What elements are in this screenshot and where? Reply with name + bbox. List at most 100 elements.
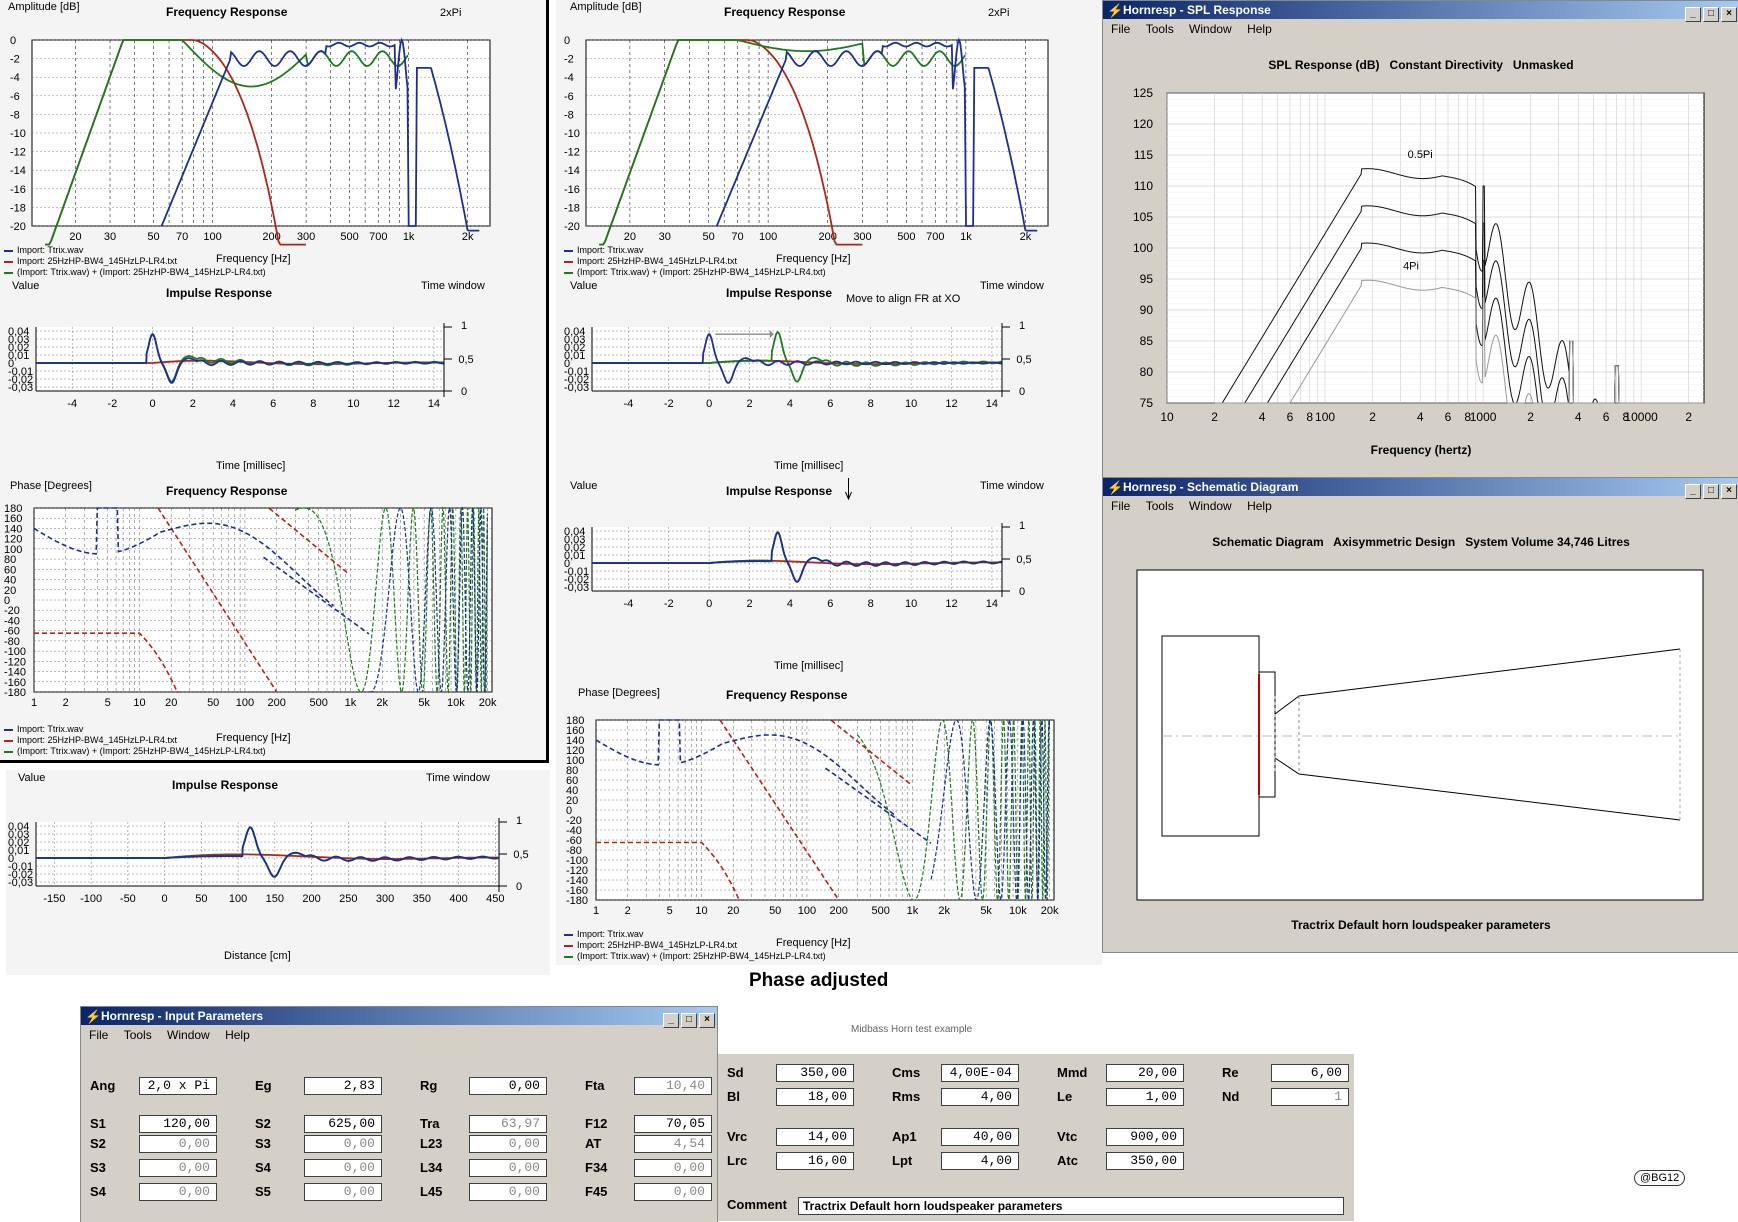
y-tick-label: -160 [566,885,588,897]
imp-left-title: Impulse Response [166,286,273,300]
schematic-window[interactable]: ⚡ Hornresp - Schematic Diagram _ □ × File … [1102,477,1738,953]
param-field-atc[interactable]: 350,00 [1106,1152,1184,1170]
menu-tools[interactable]: Tools [123,1028,152,1042]
tweeter-impulse-line [592,531,1002,583]
param-field-vtc[interactable]: 900,00 [1106,1128,1184,1146]
x-tick-label: 2 [625,905,631,917]
x-tick-label: 0 [162,893,168,905]
y-tick-label: 80 [566,765,578,777]
param-label-re: Re [1222,1065,1239,1080]
menu-help[interactable]: Help [225,1028,250,1042]
param-field-ang[interactable]: 2,0 x Pi [139,1077,217,1095]
x-tick-label: 4 [787,598,793,610]
x-tick-label: 6 [827,398,833,410]
menu-tools[interactable]: Tools [1145,499,1174,513]
param-field-le[interactable]: 1,00 [1106,1088,1184,1106]
x-tick-label: 2 [190,398,196,410]
menu-window[interactable]: Window [1189,22,1232,36]
param-field-re[interactable]: 6,00 [1271,1064,1349,1082]
comment-label: Comment [727,1197,787,1212]
schematic-window-titlebar[interactable]: ⚡ Hornresp - Schematic Diagram _ □ × [1103,478,1738,499]
param-field-lrc[interactable]: 16,00 [776,1152,854,1170]
param-field-s2: 0,00 [139,1135,217,1153]
param-label-s2: S2 [90,1136,106,1151]
y-tick-label: 180 [566,715,584,727]
minimize-button[interactable]: _ [1685,484,1701,499]
y-tick-label: 125 [1133,86,1153,100]
x-tick-label: 500 [871,905,889,917]
imp-dist-note: Time window [426,772,490,784]
menu-window[interactable]: Window [167,1028,210,1042]
param-field-cms[interactable]: 4,00E-04 [941,1064,1019,1082]
maximize-button[interactable]: □ [681,1013,697,1028]
input-parameters-window[interactable]: ⚡ Hornresp - Input Parameters _ □ × File T… [80,1006,718,1222]
param-label-ang: Ang [90,1078,116,1093]
param-field-rms[interactable]: 4,00 [941,1088,1019,1106]
menu-help[interactable]: Help [1247,22,1272,36]
maximize-button[interactable]: □ [1703,7,1719,22]
spl-window-title: Hornresp - SPL Response [1123,3,1271,17]
spl-response-window[interactable]: ⚡ Hornresp - SPL Response _ □ × File Tools… [1102,0,1738,479]
y-tick-label: -0,01 [564,566,589,578]
maximize-button[interactable]: □ [1703,484,1719,499]
y-tick-label: -14 [564,165,580,177]
param-field-s2[interactable]: 625,00 [304,1115,382,1133]
y-tick-label: 160 [4,513,22,525]
plot-area [592,327,1002,391]
param-field-lpt[interactable]: 4,00 [941,1152,1019,1170]
x-tick-label: 10 [1160,410,1174,424]
menu-help[interactable]: Help [1247,499,1272,513]
x-tick-label: 0 [706,598,712,610]
close-button[interactable]: × [699,1013,715,1028]
x-tick-label: 300 [376,893,394,905]
close-button[interactable]: × [1721,7,1737,22]
minimize-button[interactable]: _ [1685,7,1701,22]
menu-window[interactable]: Window [1189,499,1232,513]
y-tick-label: 0,02 [564,342,585,354]
tweeter-impulse-line [592,333,1002,384]
param-field-s1[interactable]: 120,00 [139,1115,217,1133]
x-tick-label: 30 [659,231,671,243]
menu-file[interactable]: File [89,1028,109,1042]
y-tick-label: 0,03 [8,829,29,841]
menu-file[interactable]: File [1111,22,1131,36]
menu-file[interactable]: File [1111,499,1131,513]
param-field-vrc[interactable]: 14,00 [776,1128,854,1146]
menu-tools[interactable]: Tools [1145,22,1174,36]
param-field-bl[interactable]: 18,00 [776,1088,854,1106]
param-field-sd[interactable]: 350,00 [776,1064,854,1082]
x-tick-label: 20 [69,231,81,243]
spl-window-titlebar[interactable]: ⚡ Hornresp - SPL Response _ □ × [1103,1,1738,22]
close-button[interactable]: × [1721,484,1737,499]
param-label-l34: L34 [420,1160,443,1175]
x-tick-label: 20k [1041,905,1059,917]
param-field-f12[interactable]: 70,05 [634,1115,712,1133]
spl-window-menubar: File Tools Window Help [1103,19,1738,39]
param-field-ap1[interactable]: 40,00 [941,1128,1019,1146]
phase-mid-plot: 180160140120100806040200-20-40-60-80-100… [566,715,1059,917]
param-field-eg[interactable]: 2,83 [304,1077,382,1095]
comment-field[interactable]: Tractrix Default horn loudspeaker parame… [798,1197,1344,1215]
param-field-rg[interactable]: 0,00 [469,1077,547,1095]
x-tick-label: 200 [262,231,280,243]
param-label-vrc: Vrc [727,1129,748,1144]
y-tick-label: 40 [4,575,16,587]
y-tick-label: 90 [1140,303,1154,317]
minimize-button[interactable]: _ [663,1013,679,1028]
param-field-mmd[interactable]: 20,00 [1106,1064,1184,1082]
y-tick-label: 40 [566,785,578,797]
y-tick-label: 0 [4,595,10,607]
param-label-mmd: Mmd [1057,1065,1088,1080]
phase-left-panel: Phase [Degrees] Frequency Response 180 16… [0,478,548,763]
y-tick-label: -120 [4,656,26,668]
x-tick-label: -150 [43,893,65,905]
x-tick-label: 10k [1009,905,1027,917]
x-tick-label: 2k [376,697,388,709]
x-tick-label: 1k [960,231,972,243]
x-tick-label: 10 [695,905,707,917]
x-tick-label: 200 [830,905,848,917]
x-tick-label: 0 [706,398,712,410]
x-tick-label: 50 [207,697,219,709]
param-label-nd: Nd [1222,1089,1240,1104]
input-window-titlebar[interactable]: ⚡ Hornresp - Input Parameters _ □ × [81,1007,717,1028]
